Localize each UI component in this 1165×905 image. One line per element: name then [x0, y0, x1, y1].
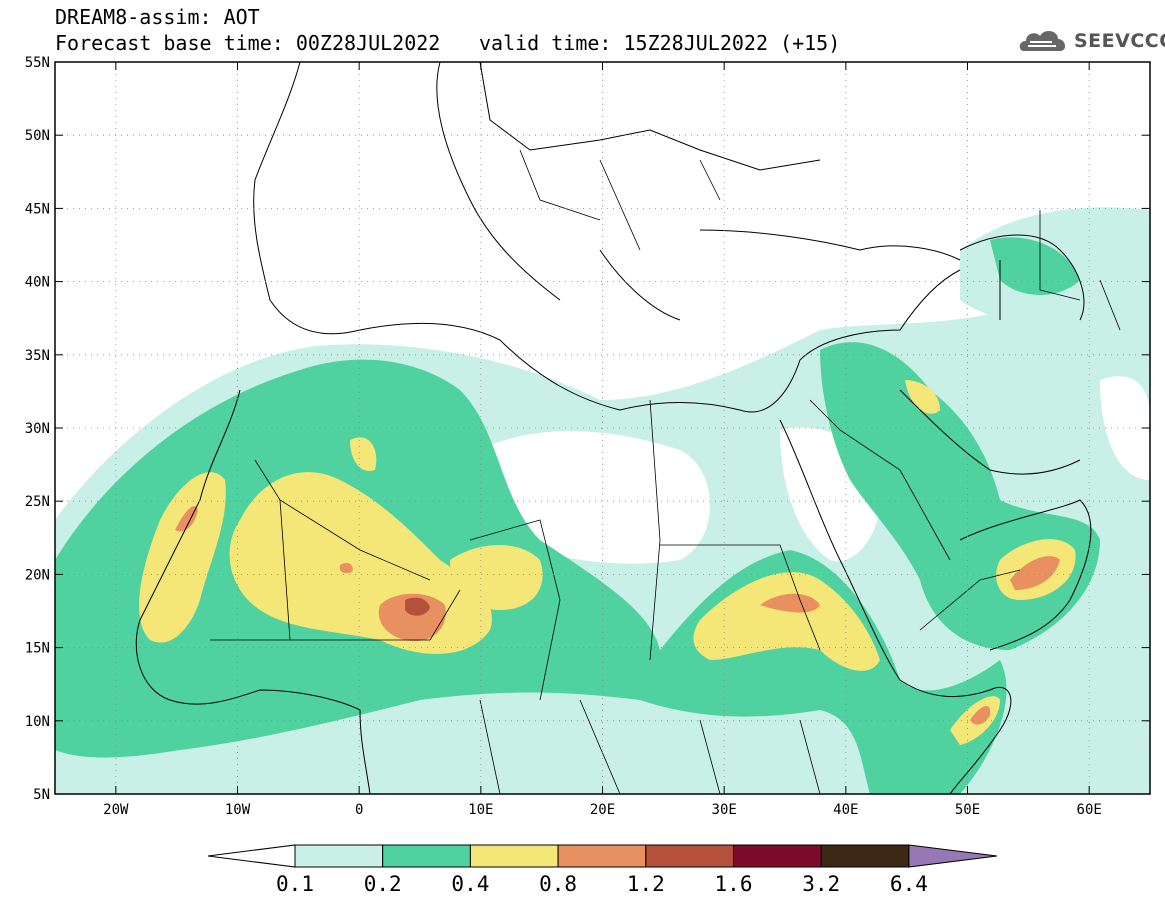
colorbar-level-label: 3.2 [802, 872, 841, 896]
lat-tick-label: 55N [25, 55, 50, 71]
lat-tick-label: 20N [25, 567, 50, 583]
lat-tick-label: 40N [25, 275, 50, 291]
map-title: DREAM8-assim: AOT [55, 5, 260, 29]
colorbar-swatch [294, 844, 384, 868]
lon-tick-label: 10W [225, 802, 251, 818]
colorbar-swatch [469, 844, 559, 868]
colorbar-level-label: 1.6 [714, 872, 753, 896]
colorbar-level-label: 0.8 [539, 872, 578, 896]
colorbar-swatch [645, 844, 734, 868]
colorbar-swatch [820, 844, 910, 868]
colorbar-level-label: 0.1 [276, 872, 314, 896]
aot-shading [55, 207, 1150, 794]
lat-tick-label: 45N [25, 201, 50, 217]
colorbar-swatch [382, 844, 471, 868]
forecast-base-time: Forecast base time: 00Z28JUL2022 [55, 31, 441, 55]
logo-text: SEEVCCC [1074, 30, 1165, 52]
colorbar-level-label: 6.4 [889, 872, 928, 896]
colorbar-level-label: 0.2 [363, 872, 402, 896]
lon-tick-label: 50E [955, 802, 980, 818]
colorbar-high-arrow [908, 844, 997, 868]
lat-tick-label: 15N [25, 641, 50, 657]
lon-tick-label: 60E [1077, 802, 1102, 818]
lon-tick-label: 40E [833, 802, 858, 818]
colorbar-swatch [557, 844, 647, 868]
seevccc-cloud-logo-icon [1019, 30, 1066, 51]
colorbar-low-arrow [207, 844, 296, 868]
lat-tick-label: 35N [25, 348, 50, 364]
lat-lon-grid [55, 61, 1150, 795]
coastlines [135, 62, 1092, 794]
lon-tick-label: 0 [355, 802, 363, 818]
colorbar-level-label: 0.4 [451, 872, 490, 896]
borders [210, 149, 1121, 794]
lat-tick-label: 30N [25, 421, 50, 437]
valid-time: valid time: 15Z28JUL2022 (+15) [479, 31, 841, 55]
colorbar-level-label: 1.2 [626, 872, 665, 896]
lat-tick-label: 50N [25, 128, 50, 144]
colorbar-swatch [733, 844, 822, 868]
lon-tick-label: 30E [712, 802, 737, 818]
lat-tick-label: 10N [25, 714, 50, 730]
lon-tick-label: 20W [103, 802, 129, 818]
lat-tick-label: 5N [33, 787, 50, 803]
lon-tick-label: 10E [468, 802, 493, 818]
colorbar [207, 844, 997, 868]
lon-tick-label: 20E [590, 802, 615, 818]
axis-ticks: 20W 10W 0 10E 20E 30E 40E 50E 60E 55N 50N 45N 40N 35N… [25, 55, 1150, 818]
lat-tick-label: 25N [25, 494, 50, 510]
